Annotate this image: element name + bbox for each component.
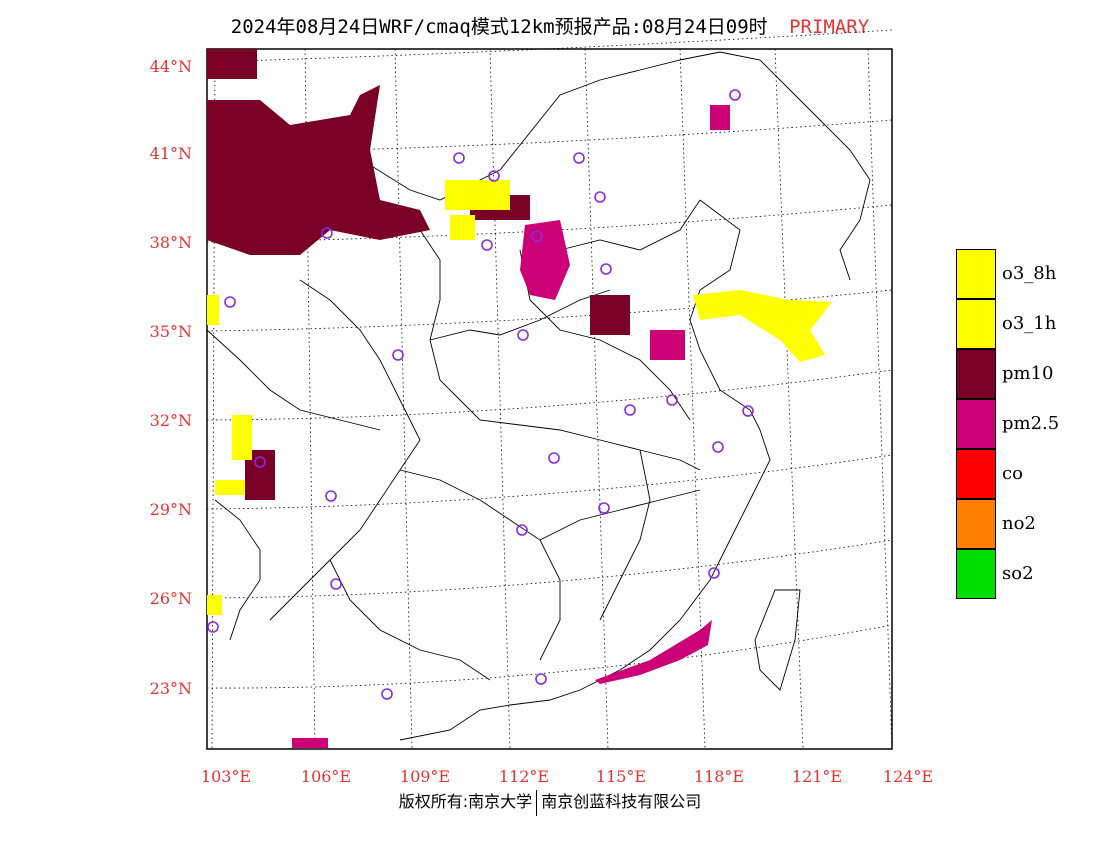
- footer-divider: [536, 789, 538, 816]
- legend-swatch: [956, 299, 996, 349]
- primary-tag: PRIMARY: [789, 16, 870, 38]
- legend-swatch: [956, 249, 996, 299]
- lon-label: 115°E: [596, 767, 646, 786]
- lon-label: 109°E: [400, 767, 450, 786]
- o3-region: [207, 180, 832, 615]
- lon-label: 124°E: [883, 767, 933, 786]
- lon-label: 112°E: [499, 767, 549, 786]
- lat-label: 23°N: [150, 679, 192, 698]
- legend-label: co: [1002, 463, 1023, 484]
- copyright-right: 南京创蓝科技有限公司: [541, 792, 702, 811]
- legend-label: pm10: [1002, 363, 1054, 384]
- lat-label: 26°N: [150, 589, 192, 608]
- legend-label: pm2.5: [1002, 413, 1060, 434]
- legend-label: o3_1h: [1002, 313, 1057, 334]
- latitude-labels: 44°N 41°N 38°N 35°N 32°N 29°N 26°N 23°N: [150, 57, 192, 698]
- lat-label: 32°N: [150, 411, 192, 430]
- pm10-region: [207, 49, 630, 500]
- lon-label: 118°E: [694, 767, 744, 786]
- lat-label: 41°N: [150, 144, 192, 163]
- copyright-left: 版权所有:南京大学: [398, 792, 533, 811]
- lat-label: 44°N: [150, 57, 192, 76]
- map-title: 2024年08月24日WRF/cmaq模式12km预报产品:08月24日09时 …: [0, 12, 1100, 39]
- legend-swatch: [956, 399, 996, 449]
- lat-label: 35°N: [150, 322, 192, 341]
- lon-label: 103°E: [201, 767, 251, 786]
- title-text: 2024年08月24日WRF/cmaq模式12km预报产品:08月24日09时: [230, 16, 768, 38]
- legend-swatch: [956, 549, 996, 599]
- legend-swatch: [956, 349, 996, 399]
- legend-label: no2: [1002, 513, 1036, 534]
- lat-label: 29°N: [150, 500, 192, 519]
- station-markers: [207, 89, 754, 700]
- legend-label: o3_8h: [1002, 263, 1057, 284]
- legend-swatch: [956, 499, 996, 549]
- lat-label: 38°N: [150, 233, 192, 252]
- lon-label: 106°E: [301, 767, 351, 786]
- longitude-labels: 103°E 106°E 109°E 112°E 115°E 118°E 121°…: [201, 767, 933, 786]
- legend-swatch: [956, 449, 996, 499]
- lon-label: 121°E: [792, 767, 842, 786]
- pm25-region: [292, 105, 730, 748]
- legend-label: so2: [1002, 563, 1034, 584]
- copyright-footer: 版权所有:南京大学 南京创蓝科技有限公司: [0, 788, 1100, 816]
